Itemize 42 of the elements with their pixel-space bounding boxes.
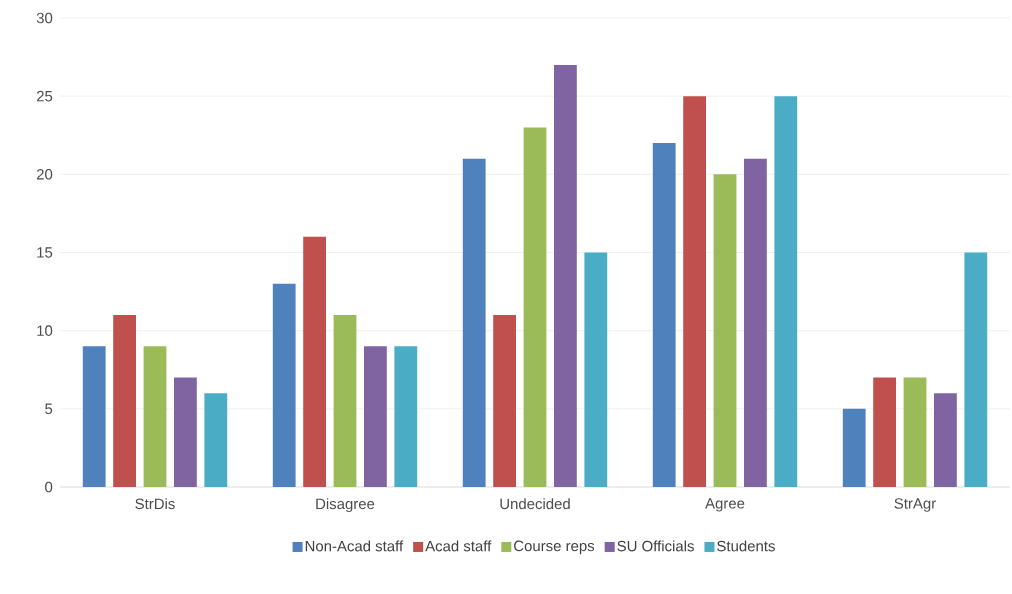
bar: [652, 143, 676, 487]
x-tick-label: Undecided: [500, 498, 570, 510]
y-tick-label: 5: [45, 403, 53, 415]
bar: [523, 127, 547, 487]
x-tick-label: StrAgr: [894, 498, 936, 512]
bar: [174, 377, 197, 487]
legend-label: SU Officials: [617, 540, 694, 552]
x-tick-label: StrDis: [135, 498, 175, 510]
legend-label: Acad staff: [425, 540, 492, 552]
legend-label: Students: [717, 540, 775, 552]
y-tick-label: 30: [36, 12, 53, 24]
legend-label: Course reps: [514, 540, 595, 555]
y-tick-label: 10: [37, 325, 53, 336]
y-tick-label: 20: [36, 169, 53, 180]
bar: [903, 377, 927, 487]
bar: [683, 96, 707, 487]
bar: [584, 252, 608, 487]
x-tick-label: Disagree: [316, 498, 375, 513]
y-tick-label: 25: [36, 90, 53, 102]
bar: [272, 283, 296, 487]
y-tick-label: 0: [45, 481, 53, 493]
bar: [143, 346, 167, 487]
bar: [462, 158, 486, 487]
bar: [842, 408, 866, 487]
bar: [333, 315, 357, 487]
bar: [394, 346, 418, 487]
bar: [774, 96, 798, 487]
bar: [964, 252, 988, 487]
bar: [82, 346, 106, 487]
bar: [364, 346, 387, 487]
x-tick-label: Agree: [705, 498, 745, 512]
bar: [934, 393, 957, 487]
y-tick-label: 15: [37, 247, 53, 258]
bar: [713, 174, 737, 487]
bar: [303, 236, 326, 487]
bar: [204, 393, 228, 487]
bar: [744, 158, 767, 487]
legend-label: Non-Acad staff: [305, 540, 404, 552]
bar: [113, 315, 136, 487]
bar: [873, 377, 897, 487]
bar: [493, 315, 516, 487]
bar: [554, 64, 577, 487]
